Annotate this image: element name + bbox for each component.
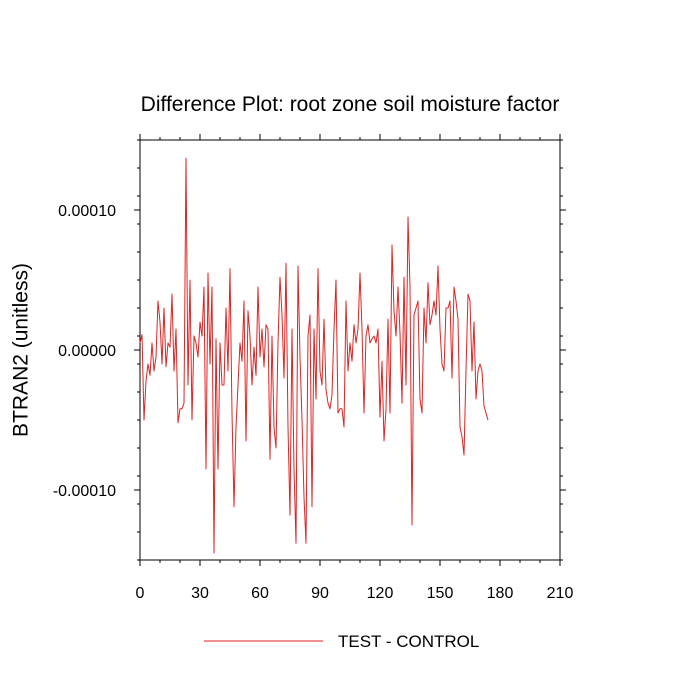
y-tick-label: 0.00010 bbox=[58, 203, 116, 220]
chart-title: Difference Plot: root zone soil moisture… bbox=[141, 93, 560, 116]
y-axis-label: BTRAN2 (unitless) bbox=[10, 263, 33, 437]
axis-ticks bbox=[134, 134, 566, 566]
x-tick-label: 150 bbox=[427, 585, 454, 602]
x-tick-label: 90 bbox=[311, 585, 329, 602]
legend-label: TEST - CONTROL bbox=[338, 632, 479, 651]
x-tick-label: 0 bbox=[136, 585, 145, 602]
y-tick-labels: 0.00010 0.00000 -0.00010 bbox=[53, 203, 116, 500]
x-tick-label: 180 bbox=[487, 585, 514, 602]
x-tick-labels: 0 30 60 90 120 150 180 210 bbox=[136, 585, 574, 602]
y-tick-label: 0.00000 bbox=[58, 343, 116, 360]
x-tick-label: 30 bbox=[191, 585, 209, 602]
x-tick-label: 60 bbox=[251, 585, 269, 602]
x-tick-label: 120 bbox=[367, 585, 394, 602]
y-tick-label: -0.00010 bbox=[53, 483, 116, 500]
series-line-test-control bbox=[139, 157, 489, 554]
x-tick-label: 210 bbox=[547, 585, 574, 602]
